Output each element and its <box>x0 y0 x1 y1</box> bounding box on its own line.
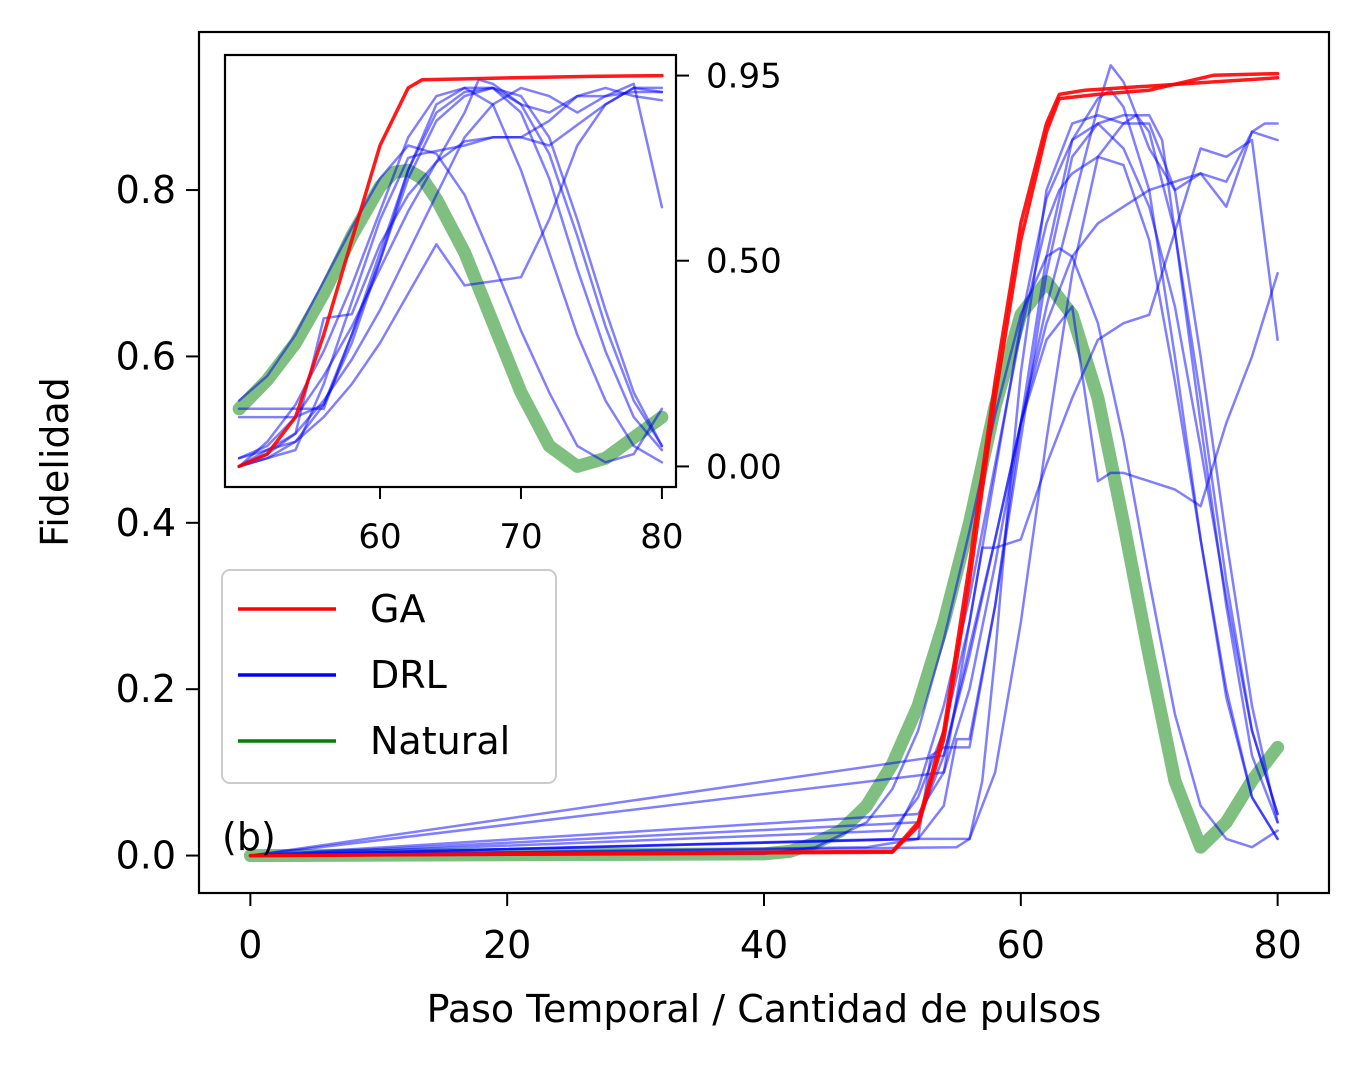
x-tick-label-0: 0 <box>238 923 262 967</box>
main-series-drl-9 <box>249 122 1279 857</box>
y-tick-label-3: 0.6 <box>116 334 176 378</box>
inset-series-drl-7 <box>237 86 664 468</box>
inset-y-tick-label-0: 0.00 <box>706 447 782 487</box>
inset-series-ga-1 <box>237 73 664 469</box>
inset-series-natural-0 <box>232 163 669 473</box>
main-series-drl-11 <box>249 122 1279 857</box>
y-tick-label-4: 0.8 <box>116 168 176 212</box>
main-series-drl-7 <box>249 113 1279 857</box>
x-axis-label: Paso Temporal / Cantidad de pulsos <box>427 987 1102 1031</box>
x-tick-label-3: 60 <box>997 923 1045 967</box>
main-series-ga-2 <box>248 71 1280 858</box>
legend-label-drl: DRL <box>370 653 447 697</box>
x-tick-label-1: 20 <box>483 923 531 967</box>
inset-y-tick-label-2: 0.95 <box>706 57 782 97</box>
y-tick-label-2: 0.4 <box>116 501 176 545</box>
y-axis-label: Fidelidad <box>33 377 77 547</box>
inset-series-drl-8 <box>237 90 664 468</box>
inset-x-tick-label-1: 70 <box>499 517 542 557</box>
panel-label: (b) <box>222 815 276 859</box>
inset-series-drl-9 <box>237 78 664 460</box>
inset-series-drl-2 <box>237 144 664 464</box>
main-plot-area <box>243 64 1285 863</box>
main-series-drl-13 <box>249 271 1279 857</box>
inset-axes-frame <box>223 53 678 489</box>
legend-label-natural: Natural <box>370 719 510 763</box>
legend-label-ga: GA <box>370 587 425 631</box>
y-tick-label-1: 0.2 <box>116 667 176 711</box>
legend-box <box>221 569 557 784</box>
x-tick-label-2: 40 <box>740 923 788 967</box>
main-ticks: 0 20 40 60 80 0.0 0.2 0.4 0.6 0.8 <box>116 168 1302 967</box>
inset-x-tick-label-0: 60 <box>358 517 401 557</box>
y-tick-label-0: 0.0 <box>116 834 176 878</box>
main-series-drl-10 <box>249 138 1279 857</box>
inset-x-tick-label-2: 80 <box>640 517 683 557</box>
x-tick-label-4: 80 <box>1253 923 1301 967</box>
legend: GA DRL Natural <box>221 569 557 784</box>
main-series-drl-5 <box>249 113 1279 857</box>
inset-series-drl-11 <box>237 86 664 468</box>
inset-plot-area <box>232 73 669 473</box>
main-series-drl-8 <box>249 113 1279 857</box>
inset-ticks: 60 70 80 0.00 0.50 0.95 <box>358 57 781 557</box>
inset-series-drl-10 <box>237 82 664 468</box>
inset-y-tick-label-1: 0.50 <box>706 242 782 282</box>
inset-series-drl-6 <box>237 86 664 460</box>
